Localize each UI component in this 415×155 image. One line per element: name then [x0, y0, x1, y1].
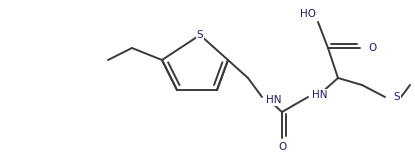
Text: O: O: [368, 43, 376, 53]
Text: S: S: [393, 92, 400, 102]
Text: HO: HO: [300, 9, 316, 19]
Text: HN: HN: [266, 95, 281, 105]
Text: S: S: [197, 30, 203, 40]
Text: HN: HN: [312, 90, 327, 100]
Text: O: O: [278, 142, 286, 152]
